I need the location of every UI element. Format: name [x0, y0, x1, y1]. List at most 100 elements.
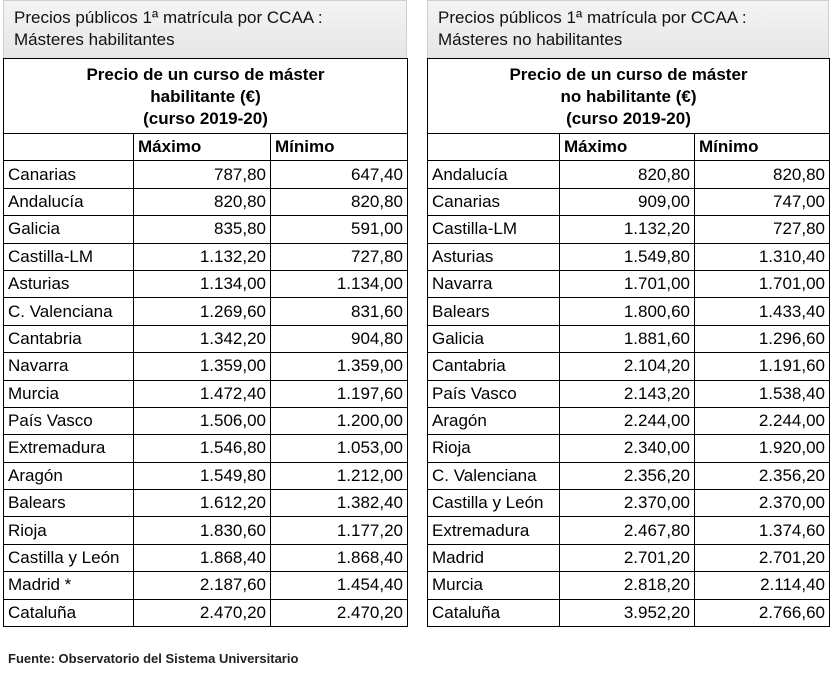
min-price-cell: 1.920,00 — [693, 434, 831, 463]
region-cell: Rioja — [3, 516, 134, 545]
max-price-cell: 2.701,20 — [559, 543, 695, 573]
min-price-cell: 1.433,40 — [693, 297, 831, 326]
min-price-cell: 1.374,60 — [693, 516, 831, 545]
right-table-title: Precio de un curso de máster no habilita… — [426, 58, 831, 134]
left-table-title-line-3: (curso 2019-20) — [143, 108, 268, 128]
left-header-min: Mínimo — [269, 132, 409, 162]
table-row: Cataluña 3.952,20 2.766,60 — [427, 598, 831, 628]
table-row: Cantabria 2.104,20 1.191,60 — [427, 352, 831, 381]
min-price-cell: 747,00 — [693, 187, 831, 217]
table-row: Castilla-LM 1.132,20 727,80 — [427, 215, 831, 244]
min-price-cell: 1.197,60 — [269, 379, 409, 408]
min-price-cell: 2.244,00 — [693, 406, 831, 436]
region-cell: Extremadura — [427, 516, 560, 545]
min-price-cell: 727,80 — [693, 215, 831, 244]
region-cell: Andalucía — [3, 187, 134, 217]
right-price-table: Precio de un curso de máster no habilita… — [426, 58, 831, 628]
table-row: Andalucía 820,80 820,80 — [3, 187, 409, 217]
max-price-cell: 1.612,20 — [133, 489, 271, 518]
region-cell: Galicia — [3, 215, 134, 244]
table-row: C. Valenciana 2.356,20 2.356,20 — [427, 461, 831, 491]
right-caption-line-2: Másteres no habilitantes — [438, 30, 623, 49]
max-price-cell: 1.342,20 — [133, 324, 271, 354]
table-row: Extremadura 1.546,80 1.053,00 — [3, 434, 409, 463]
left-table-title-line-2: habilitante (€) — [150, 86, 261, 106]
table-row: Balears 1.800,60 1.433,40 — [427, 297, 831, 326]
min-price-cell: 1.538,40 — [693, 379, 831, 408]
max-price-cell: 909,00 — [559, 187, 695, 217]
max-price-cell: 2.143,20 — [559, 379, 695, 408]
max-price-cell: 1.830,60 — [133, 516, 271, 545]
min-price-cell: 1.053,00 — [269, 434, 409, 463]
table-row: Castilla y León 2.370,00 2.370,00 — [427, 489, 831, 518]
table-row: Castilla-LM 1.132,20 727,80 — [3, 242, 409, 271]
region-cell: Castilla y León — [3, 543, 134, 573]
table-row: Extremadura 2.467,80 1.374,60 — [427, 516, 831, 545]
max-price-cell: 1.549,80 — [133, 461, 271, 491]
min-price-cell: 2.370,00 — [693, 489, 831, 518]
max-price-cell: 1.549,80 — [559, 242, 695, 271]
min-price-cell: 2.114,40 — [693, 571, 831, 600]
region-cell: Aragón — [427, 406, 560, 436]
max-price-cell: 1.134,00 — [133, 269, 271, 299]
table-row: Rioja 2.340,00 1.920,00 — [427, 434, 831, 463]
min-price-cell: 1.191,60 — [693, 352, 831, 381]
region-cell: Castilla-LM — [427, 215, 560, 244]
table-row: C. Valenciana 1.269,60 831,60 — [3, 297, 409, 326]
region-cell: Asturias — [427, 242, 560, 271]
table-row: Canarias 909,00 747,00 — [427, 187, 831, 217]
left-caption: Precios públicos 1ª matrícula por CCAA :… — [3, 0, 407, 58]
min-price-cell: 2.766,60 — [693, 598, 831, 628]
max-price-cell: 1.868,40 — [133, 543, 271, 573]
max-price-cell: 1.269,60 — [133, 297, 271, 326]
right-header-max: Máximo — [559, 132, 695, 162]
region-cell: Cantabria — [427, 352, 560, 381]
min-price-cell: 820,80 — [693, 160, 831, 189]
region-cell: Castilla y León — [427, 489, 560, 518]
max-price-cell: 2.467,80 — [559, 516, 695, 545]
table-row: Castilla y León 1.868,40 1.868,40 — [3, 543, 409, 573]
right-header-region — [427, 132, 560, 162]
table-row: Rioja 1.830,60 1.177,20 — [3, 516, 409, 545]
max-price-cell: 2.356,20 — [559, 461, 695, 491]
max-price-cell: 2.470,20 — [133, 598, 271, 628]
region-cell: País Vasco — [427, 379, 560, 408]
region-cell: Cataluña — [427, 598, 560, 628]
region-cell: Navarra — [427, 269, 560, 299]
right-price-panel: Precios públicos 1ª matrícula por CCAA :… — [426, 0, 831, 628]
left-header-region — [3, 132, 134, 162]
region-cell: C. Valenciana — [427, 461, 560, 491]
min-price-cell: 1.454,40 — [269, 571, 409, 600]
region-cell: Aragón — [3, 461, 134, 491]
table-row: Madrid 2.701,20 2.701,20 — [427, 543, 831, 573]
right-table-title-line-3: (curso 2019-20) — [566, 108, 691, 128]
max-price-cell: 1.506,00 — [133, 406, 271, 436]
region-cell: Andalucía — [427, 160, 560, 189]
region-cell: Castilla-LM — [3, 242, 134, 271]
max-price-cell: 1.701,00 — [559, 269, 695, 299]
table-row: Murcia 1.472,40 1.197,60 — [3, 379, 409, 408]
max-price-cell: 1.881,60 — [559, 324, 695, 354]
max-price-cell: 1.800,60 — [559, 297, 695, 326]
max-price-cell: 820,80 — [133, 187, 271, 217]
min-price-cell: 1.200,00 — [269, 406, 409, 436]
table-row: Navarra 1.359,00 1.359,00 — [3, 352, 409, 381]
min-price-cell: 727,80 — [269, 242, 409, 271]
region-cell: Balears — [3, 489, 134, 518]
left-table-title-line-1: Precio de un curso de máster — [86, 64, 325, 84]
table-row: Galicia 835,80 591,00 — [3, 215, 409, 244]
max-price-cell: 2.370,00 — [559, 489, 695, 518]
min-price-cell: 820,80 — [269, 187, 409, 217]
left-table-title: Precio de un curso de máster habilitante… — [2, 58, 409, 134]
min-price-cell: 1.868,40 — [269, 543, 409, 573]
min-price-cell: 1.359,00 — [269, 352, 409, 381]
min-price-cell: 1.701,00 — [693, 269, 831, 299]
table-row: Cantabria 1.342,20 904,80 — [3, 324, 409, 354]
left-caption-line-2: Másteres habilitantes — [14, 30, 175, 49]
region-cell: Madrid * — [3, 571, 134, 600]
region-cell: Canarias — [427, 187, 560, 217]
region-cell: Galicia — [427, 324, 560, 354]
max-price-cell: 3.952,20 — [559, 598, 695, 628]
max-price-cell: 835,80 — [133, 215, 271, 244]
right-table-body: Andalucía 820,80 820,80 Canarias 909,00 747,0… — [427, 160, 831, 628]
